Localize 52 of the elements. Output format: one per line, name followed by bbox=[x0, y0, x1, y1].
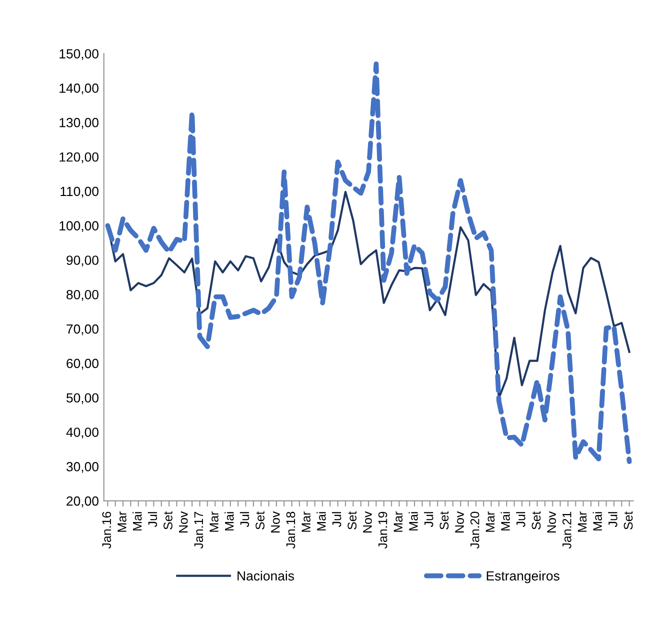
y-tick-label: 100,00 bbox=[60, 221, 98, 232]
y-tick-label: 90,00 bbox=[66, 256, 98, 266]
x-tick-label: Mai bbox=[132, 512, 142, 530]
x-tick-label: Jan.18 bbox=[286, 512, 296, 549]
y-tick-label: 150,00 bbox=[60, 49, 98, 60]
x-tick-label: Jul bbox=[148, 512, 158, 528]
x-tick-label: Mar bbox=[210, 511, 218, 532]
x-tick-label: Set bbox=[348, 511, 357, 530]
x-tick-label: Mar bbox=[578, 511, 587, 532]
x-tick-label: Set bbox=[624, 511, 633, 530]
x-tick-label: Set bbox=[256, 511, 264, 530]
x-tick-label: Mar bbox=[302, 511, 310, 532]
x-tick-label: Set bbox=[440, 511, 449, 530]
y-tick-label: 20,00 bbox=[66, 496, 98, 508]
x-tick-label: Mai bbox=[592, 512, 602, 530]
x-tick-label: Jul bbox=[424, 512, 434, 528]
legend-label: Nacionais bbox=[238, 570, 294, 581]
y-tick-label: 70,00 bbox=[66, 324, 98, 336]
y-tick-label: 120,00 bbox=[60, 152, 98, 164]
x-tick-label: Nov bbox=[455, 511, 464, 532]
x-tick-label: Jul bbox=[332, 512, 342, 528]
x-tick-label: Mar bbox=[118, 511, 126, 532]
x-tick-label: Mai bbox=[500, 512, 510, 530]
x-tick-label: Mai bbox=[224, 512, 234, 530]
y-tick-label: 50,00 bbox=[66, 393, 98, 404]
x-tick-label: Mai bbox=[316, 512, 326, 530]
x-tick-label: Set bbox=[532, 511, 541, 530]
x-tick-label: Set bbox=[164, 511, 172, 530]
x-tick-label: Mar bbox=[486, 511, 495, 532]
y-tick-label: 110,00 bbox=[60, 186, 98, 198]
x-tick-label: Mar bbox=[394, 511, 403, 532]
x-tick-label: Nov bbox=[363, 511, 372, 532]
line-series bbox=[105, 61, 632, 464]
x-tick-label: Jan.21 bbox=[562, 512, 572, 549]
x-tick-label: Mai bbox=[408, 512, 418, 530]
y-tick-label: 40,00 bbox=[66, 428, 98, 439]
y-tick-label: 30,00 bbox=[66, 462, 98, 473]
x-tick-label: Nov bbox=[271, 511, 280, 532]
y-tick-label: 80,00 bbox=[66, 290, 98, 301]
x-tick-label: Nov bbox=[179, 511, 188, 532]
x-tick-label: Jul bbox=[608, 512, 618, 528]
x-tick-label: Jan.17 bbox=[194, 512, 204, 549]
x-tick-label: Jan.16 bbox=[102, 512, 112, 549]
x-tick-label: Jul bbox=[516, 512, 526, 528]
x-tick-label: Nov bbox=[547, 511, 556, 532]
y-tick-label: 60,00 bbox=[66, 358, 98, 370]
legend-label: Estrangeiros bbox=[486, 570, 560, 584]
x-tick-label: Jan.20 bbox=[470, 512, 480, 549]
y-tick-label: 130,00 bbox=[60, 118, 98, 129]
x-tick-label: Jan.19 bbox=[378, 512, 388, 549]
x-tick-label: Jul bbox=[240, 512, 250, 528]
y-tick-label: 140,00 bbox=[60, 84, 98, 94]
